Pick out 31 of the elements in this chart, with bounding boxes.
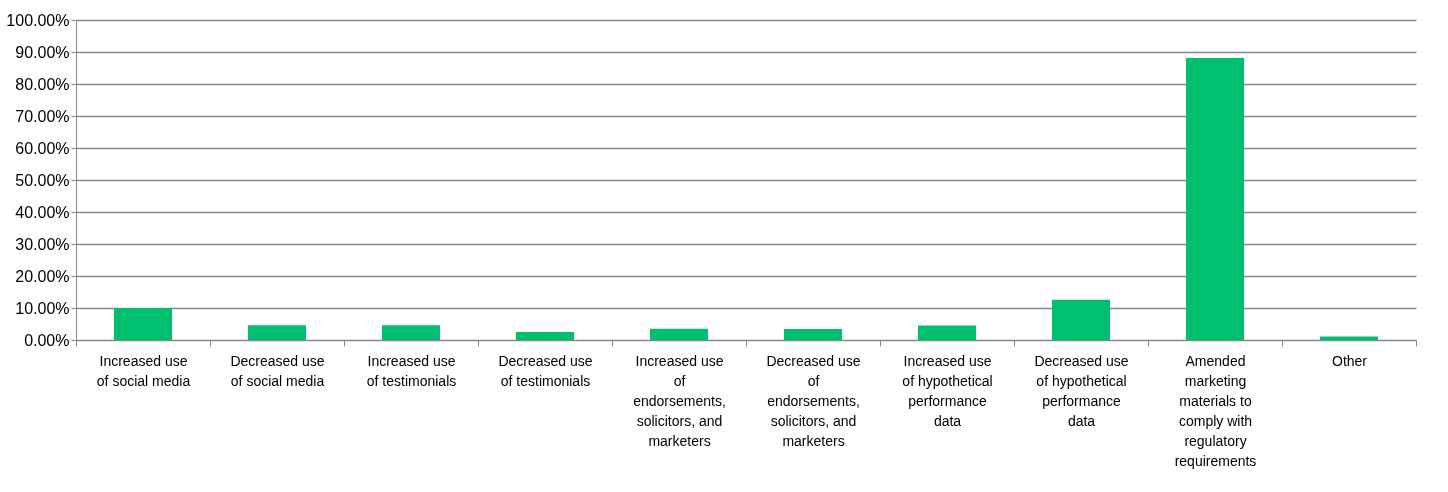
y-tick-label: 80.00% bbox=[15, 75, 70, 93]
y-tick-label: 60.00% bbox=[15, 139, 70, 157]
y-tick-label: 20.00% bbox=[15, 267, 70, 285]
bar bbox=[1186, 58, 1244, 340]
x-tick-label: Increased use of endorsements, solicitors, and marketers bbox=[633, 352, 726, 449]
y-tick-label: 40.00% bbox=[15, 203, 70, 221]
x-tick-label: Decreased use of social media bbox=[230, 352, 325, 389]
bar bbox=[650, 328, 708, 340]
x-tick-label: Increased use of social media bbox=[96, 352, 191, 389]
bar bbox=[1320, 336, 1378, 340]
x-tick-label: Decreased use of testimonials bbox=[498, 352, 593, 389]
x-tick-label: Increased use of testimonials bbox=[366, 352, 457, 389]
bar bbox=[918, 325, 976, 340]
y-tick-label: 0.00% bbox=[24, 331, 70, 349]
x-tick-label: Decreased use of endorsements, solicitors, and marketers bbox=[766, 352, 861, 449]
bar bbox=[784, 329, 842, 340]
y-tick-label: 70.00% bbox=[15, 107, 70, 125]
bar bbox=[114, 308, 172, 340]
y-tick-label: 100.00% bbox=[6, 11, 70, 29]
x-tick-label: Amended marketing materials to comply with regulatory requirements bbox=[1174, 352, 1257, 469]
x-tick-label: Decreased use of hypothetical performance data bbox=[1034, 352, 1129, 429]
x-tick-label: Increased use of hypothetical performance data bbox=[902, 352, 993, 429]
y-tick-label: 30.00% bbox=[15, 235, 70, 253]
bar bbox=[516, 332, 574, 340]
x-tick-label: Other bbox=[1331, 352, 1368, 369]
bar bbox=[248, 325, 306, 340]
bar bbox=[382, 325, 440, 340]
y-tick-label: 50.00% bbox=[15, 171, 70, 189]
bar bbox=[1052, 299, 1110, 340]
y-tick-label: 10.00% bbox=[15, 299, 70, 317]
y-tick-label: 90.00% bbox=[15, 43, 70, 61]
